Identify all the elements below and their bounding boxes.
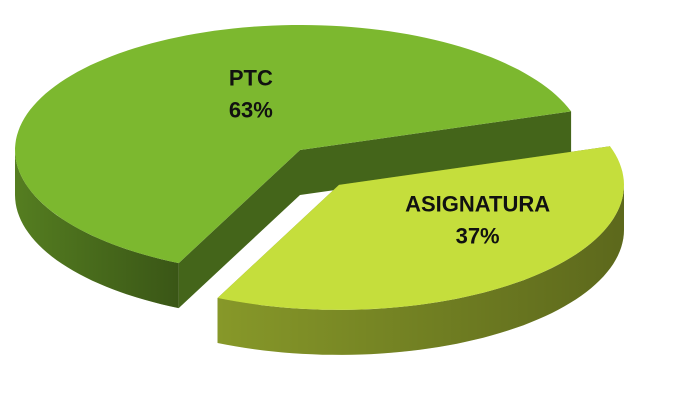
- slice: [217, 146, 624, 310]
- slice-cut-face: [300, 111, 572, 195]
- slice-side-shade: [217, 184, 624, 355]
- data-label: ASIGNATURA 37%: [405, 191, 550, 248]
- slice-group: [217, 146, 624, 355]
- slice: [15, 25, 572, 264]
- value-label: 63%: [229, 98, 273, 123]
- category-label: PTC: [229, 66, 273, 91]
- category-label: ASIGNATURA: [405, 191, 550, 216]
- slice-group: [15, 25, 572, 309]
- slice-side-shade: [15, 150, 179, 309]
- data-label: PTC 63%: [229, 66, 273, 123]
- value-label: 37%: [456, 223, 500, 248]
- slice-cut-face: [178, 150, 300, 309]
